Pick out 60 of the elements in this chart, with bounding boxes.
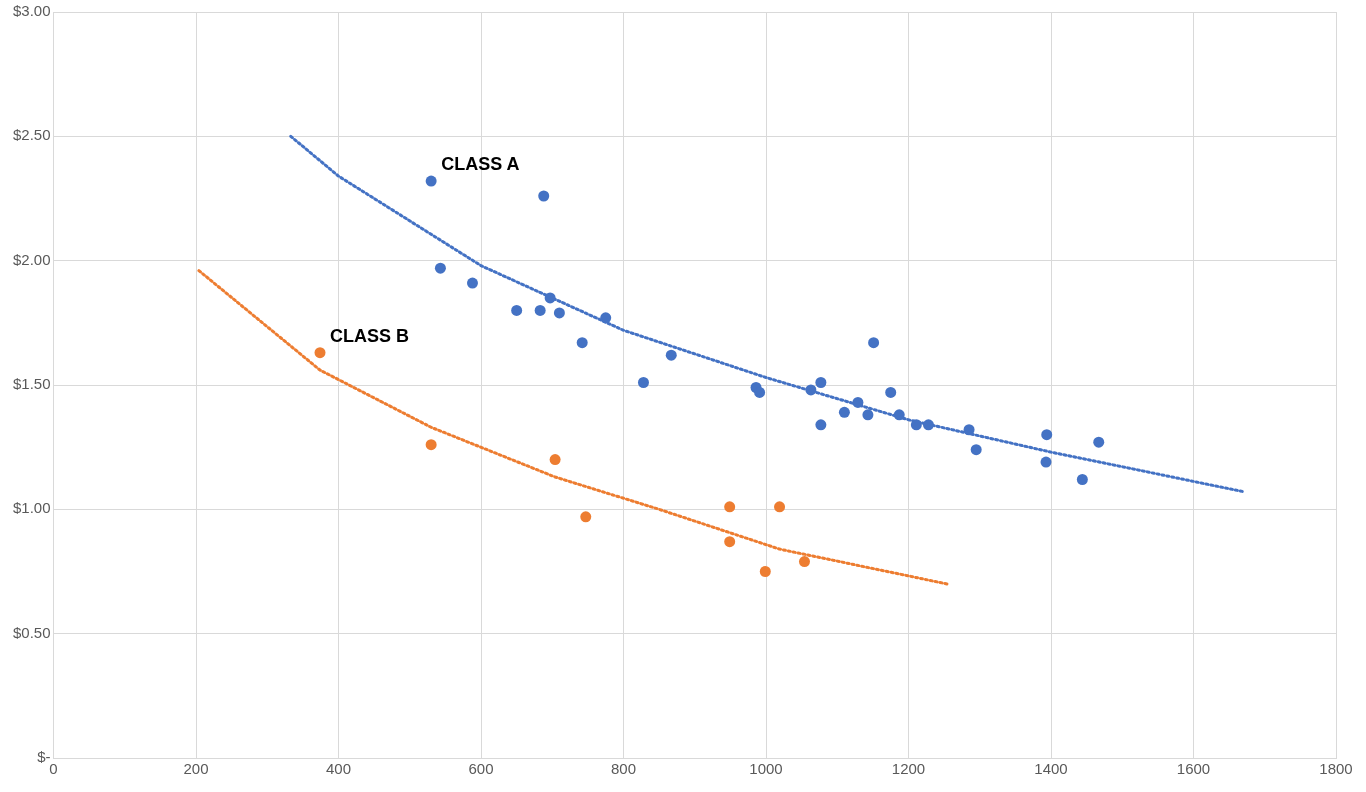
point: [637, 377, 649, 389]
point: [754, 386, 766, 398]
line-series: [197, 269, 949, 586]
point: [425, 439, 437, 451]
series-label: CLASS A: [441, 154, 520, 175]
y-tick-label: $2.50: [12, 126, 51, 144]
y-tick-label: $1.50: [12, 375, 51, 393]
point: [511, 304, 523, 316]
point: [774, 501, 786, 513]
point: [580, 511, 592, 523]
point: [434, 262, 446, 274]
point: [549, 454, 561, 466]
point: [534, 304, 546, 316]
point: [862, 409, 874, 421]
x-tick-label: 1000: [749, 760, 783, 778]
point: [1040, 456, 1052, 468]
x-tick-label: 1600: [1176, 760, 1211, 778]
x-tick-label: 800: [611, 760, 637, 778]
point: [538, 190, 550, 202]
point: [798, 556, 810, 568]
y-tick-label: $0.50: [12, 623, 51, 641]
point: [1041, 429, 1053, 441]
y-tick-label: $3.00: [12, 2, 51, 20]
point: [922, 419, 934, 431]
point: [838, 406, 850, 418]
point: [724, 501, 736, 513]
point: [314, 347, 326, 359]
point: [868, 337, 880, 349]
point: [576, 337, 588, 349]
point: [970, 444, 982, 456]
point: [910, 419, 922, 431]
x-tick-label: 0: [49, 760, 58, 778]
point: [885, 386, 897, 398]
x-tick-label: 200: [183, 760, 209, 778]
x-tick-label: 1400: [1034, 760, 1068, 778]
point: [963, 424, 975, 436]
point: [466, 277, 478, 289]
line-series: [289, 134, 1247, 494]
point: [815, 419, 827, 431]
point: [1093, 436, 1105, 448]
point: [759, 566, 771, 577]
y-tick-label: $1.00: [12, 499, 51, 517]
y-tick-label: $2.00: [12, 250, 51, 268]
point: [665, 349, 677, 361]
point: [805, 384, 817, 396]
point: [544, 292, 556, 304]
point: [600, 312, 612, 324]
x-tick-label: 600: [468, 760, 494, 778]
x-tick-label: 1200: [891, 760, 926, 778]
point: [1076, 473, 1088, 485]
point: [724, 536, 736, 548]
point: [893, 409, 905, 421]
point: [815, 377, 827, 389]
series-label: CLASS B: [330, 325, 410, 346]
y-tick-label: $-: [37, 748, 51, 766]
x-tick-label: 400: [326, 760, 352, 778]
point: [553, 307, 565, 319]
point: [425, 175, 437, 187]
point: [852, 396, 864, 408]
x-tick-label: 1800: [1319, 760, 1353, 778]
